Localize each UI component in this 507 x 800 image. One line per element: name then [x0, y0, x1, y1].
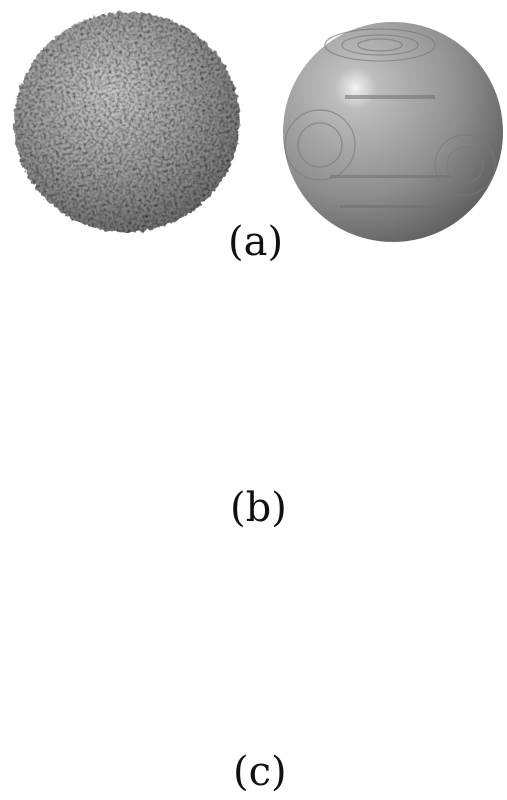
rough-ellipsoid-a: [14, 11, 240, 233]
layered-sphere-a: [283, 22, 503, 242]
panel-label-c: (c): [233, 749, 287, 795]
panel-label-a: (a): [228, 219, 284, 265]
panel-a: [14, 11, 503, 242]
panel-label-b: (b): [230, 485, 287, 531]
